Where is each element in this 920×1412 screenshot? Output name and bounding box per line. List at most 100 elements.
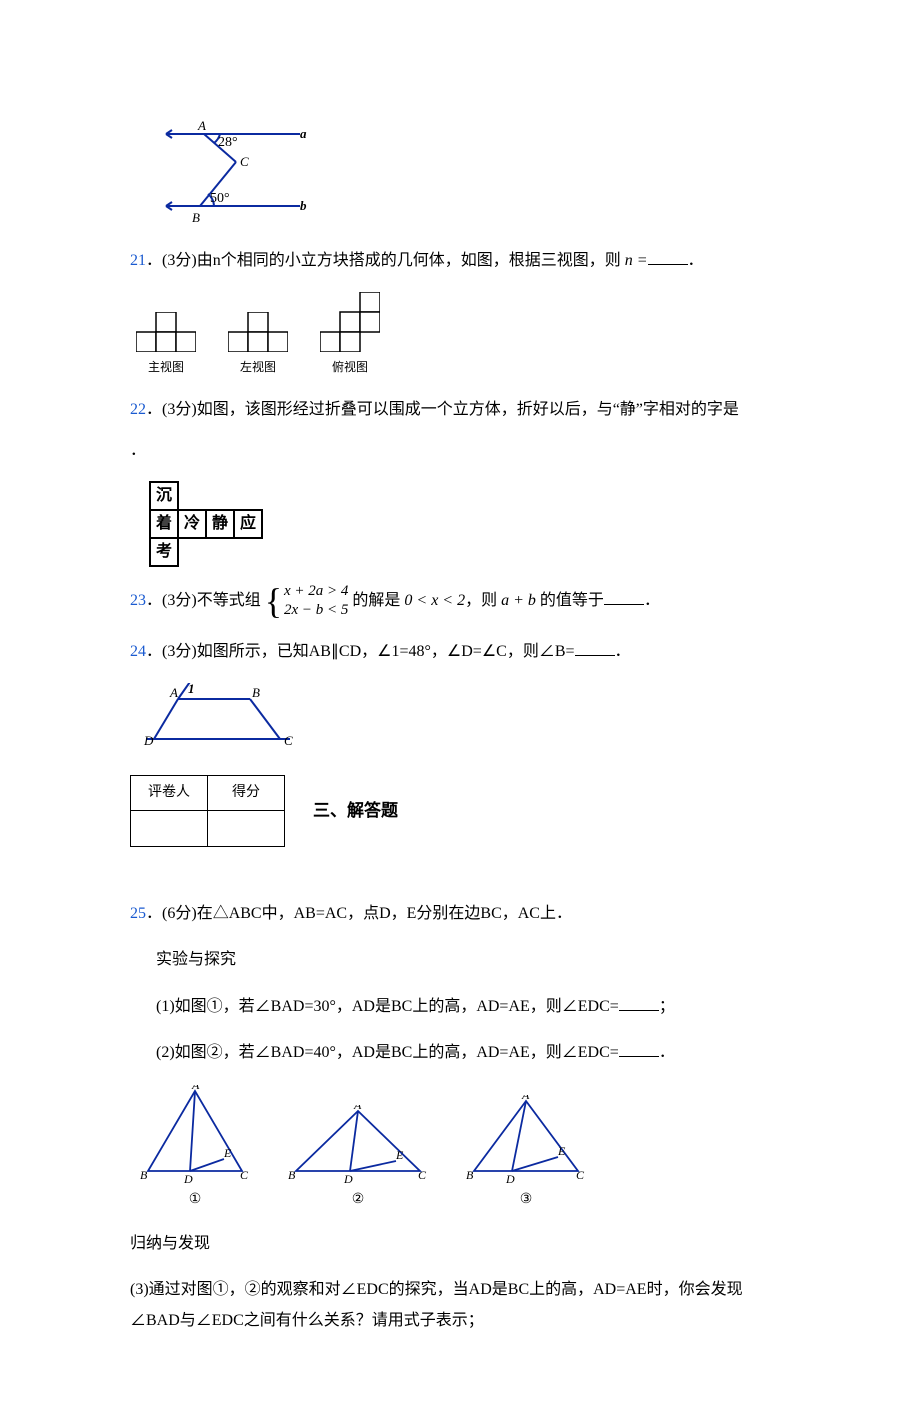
q21-var: n = xyxy=(625,252,648,269)
q23-num: 23 xyxy=(130,592,146,609)
q23-points: (3分) xyxy=(162,592,197,609)
label-C: C xyxy=(240,154,249,169)
label-B: B xyxy=(192,210,200,225)
q23-t5: ． xyxy=(644,592,660,609)
angle-50: 50° xyxy=(210,191,230,206)
score-row: 评卷人 得分 三、解答题 xyxy=(130,775,790,847)
q22-points: (3分) xyxy=(162,401,197,418)
label-a: a xyxy=(300,126,307,141)
q24-points: (3分) xyxy=(162,643,197,660)
q25-line1: 在△ABC中，AB=AC，点D，E分别在边BC，AC上． xyxy=(197,905,572,922)
svg-text:D: D xyxy=(505,1172,515,1185)
q24-A: A xyxy=(169,685,178,700)
score-c2 xyxy=(208,811,285,847)
q22-num: 22 xyxy=(130,401,146,418)
svg-text:B: B xyxy=(288,1168,296,1182)
q21-text: 21．(3分)由n个相同的小立方块搭成的几何体，如图，根据三视图，则 n =． xyxy=(130,246,790,276)
q24-tail: ． xyxy=(615,643,631,660)
q25-points: (6分) xyxy=(162,905,197,922)
q23-text: 23．(3分)不等式组 { x + 2a > 4 2x − b < 5 的解是 … xyxy=(130,582,790,621)
q24-angle1: 1 xyxy=(188,683,195,696)
net-cell-1-0: 着 xyxy=(149,509,179,539)
svg-text:E: E xyxy=(395,1148,404,1162)
net-cell-1-3: 应 xyxy=(233,509,263,539)
q25-blank1 xyxy=(619,997,659,1011)
q21-points: (3分) xyxy=(162,252,197,269)
q24-num: 24 xyxy=(130,643,146,660)
q22-trail: ． xyxy=(130,436,790,466)
q25-p1-suf: ； xyxy=(659,998,675,1015)
view-front: 主视图 xyxy=(136,312,196,379)
score-c1 xyxy=(131,811,208,847)
svg-text:A: A xyxy=(353,1105,362,1112)
section-3-title: 三、解答题 xyxy=(313,795,398,827)
svg-text:A: A xyxy=(521,1095,530,1102)
q24-text: 24．(3分)如图所示，已知AB∥CD，∠1=48°，∠D=∠C，则∠B=． xyxy=(130,637,790,667)
svg-text:D: D xyxy=(343,1172,353,1185)
q25-blank2 xyxy=(619,1043,659,1057)
q20-figure: A C B a b 28° 50° xyxy=(150,110,310,230)
q25-sub1: 实验与探究 xyxy=(130,945,790,975)
q23-eq2: 2x − b < 5 xyxy=(284,601,348,621)
score-table: 评卷人 得分 xyxy=(130,775,285,847)
q25-p1-pre: (1)如图①，若∠BAD=30°，AD是BC上的高，AD=AE，则∠EDC= xyxy=(156,998,619,1015)
q23-t3: ，则 xyxy=(465,592,497,609)
q21-views: 主视图 左视图 俯视图 xyxy=(136,292,790,379)
view-front-label: 主视图 xyxy=(148,356,184,379)
score-h1: 评卷人 xyxy=(131,775,208,811)
score-h2: 得分 xyxy=(208,775,285,811)
tri-2: A B C D E ② xyxy=(288,1105,428,1214)
tri-1-label: ① xyxy=(189,1187,202,1214)
view-top-label: 俯视图 xyxy=(332,356,368,379)
net-cell-1-2: 静 xyxy=(205,509,235,539)
label-b: b xyxy=(300,198,307,213)
q23-t4: 的值等于 xyxy=(540,592,604,609)
q25-p2-suf: ． xyxy=(659,1044,675,1061)
tri-1: A B C D E ① xyxy=(140,1085,250,1214)
q22-text: 22．(3分)如图，该图形经过折叠可以围成一个立方体，折好以后，与“静”字相对的… xyxy=(130,395,790,425)
q25-sub2: 归纳与发现 xyxy=(130,1229,790,1259)
net-cell-1-1: 冷 xyxy=(177,509,207,539)
q24-B: B xyxy=(252,685,260,700)
tri-3: A B C D E ③ xyxy=(466,1095,586,1214)
q23-blank xyxy=(604,591,644,605)
q23-eq1: x + 2a > 4 xyxy=(284,582,348,602)
q24-blank xyxy=(575,642,615,656)
q25-p2: (2)如图②，若∠BAD=40°，AD是BC上的高，AD=AE，则∠EDC= ． xyxy=(130,1038,790,1068)
q21-num: 21 xyxy=(130,252,146,269)
net-cell-2-0: 考 xyxy=(149,537,179,567)
svg-text:C: C xyxy=(240,1168,249,1182)
label-A: A xyxy=(197,118,206,133)
tri-2-label: ② xyxy=(352,1187,365,1214)
tri-3-label: ③ xyxy=(520,1187,533,1214)
svg-text:E: E xyxy=(223,1146,232,1160)
q25-num: 25 xyxy=(130,905,146,922)
q25-p1: (1)如图①，若∠BAD=30°，AD是BC上的高，AD=AE，则∠EDC= ； xyxy=(130,992,790,1022)
q23-t2: 的解是 xyxy=(352,592,400,609)
svg-text:D: D xyxy=(183,1172,193,1185)
q24-body: 如图所示，已知AB∥CD，∠1=48°，∠D=∠C，则∠B= xyxy=(197,643,575,660)
q25-p2-pre: (2)如图②，若∠BAD=40°，AD是BC上的高，AD=AE，则∠EDC= xyxy=(156,1044,619,1061)
view-side: 左视图 xyxy=(228,312,288,379)
q24-figure: A B C D 1 xyxy=(140,683,790,764)
q23-system: { x + 2a > 4 2x − b < 5 xyxy=(265,582,349,621)
svg-text:B: B xyxy=(466,1168,474,1182)
angle-28: 28° xyxy=(218,135,238,150)
q24-C: C xyxy=(284,733,293,748)
svg-text:E: E xyxy=(557,1144,566,1158)
q25-p3: (3)通过对图①，②的观察和对∠EDC的探究，当AD是BC上的高，AD=AE时，… xyxy=(130,1275,790,1336)
q22-net: 沉 着 冷 静 应 考 xyxy=(150,482,790,566)
view-top: 俯视图 xyxy=(320,292,380,379)
q23-range: 0 < x < 2 xyxy=(404,592,465,609)
q21-blank xyxy=(648,251,688,265)
view-side-label: 左视图 xyxy=(240,356,276,379)
q24-D: D xyxy=(143,733,154,748)
svg-text:B: B xyxy=(140,1168,148,1182)
svg-text:A: A xyxy=(191,1085,200,1092)
q25-figures: A B C D E ① A B C D E ② xyxy=(140,1085,790,1214)
q21-tail: ． xyxy=(688,252,704,269)
q23-expr: a + b xyxy=(501,592,536,609)
svg-text:C: C xyxy=(576,1168,585,1182)
q23-t1: 不等式组 xyxy=(197,592,261,609)
q25-line1-p: 25．(6分)在△ABC中，AB=AC，点D，E分别在边BC，AC上． xyxy=(130,899,790,929)
